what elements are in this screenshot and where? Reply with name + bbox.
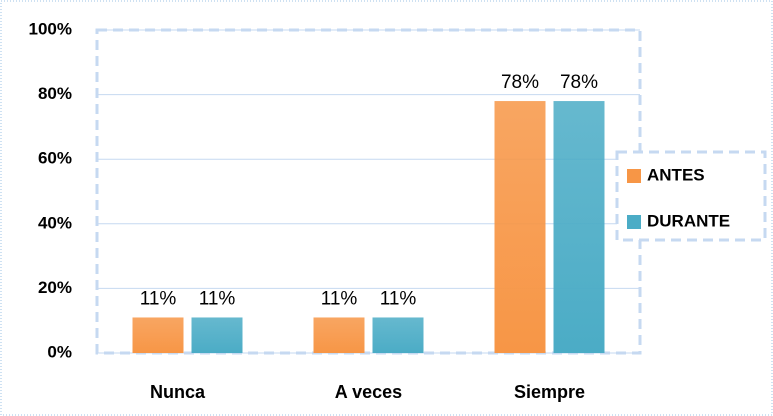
y-tick-label: 80% [38,84,72,103]
x-tick-label: A veces [335,382,402,402]
bar [372,317,424,353]
y-tick-label: 40% [38,213,72,232]
bar [313,317,365,353]
value-label: 11% [140,288,177,309]
legend-swatch [627,215,641,229]
x-tick-label: Siempre [514,382,585,402]
bar [191,317,243,353]
value-label: 11% [199,288,236,309]
value-label: 78% [501,72,539,93]
x-tick-label: Nunca [150,382,206,402]
value-label: 78% [560,72,598,93]
legend-label: DURANTE [647,211,730,230]
legend-swatch [627,169,641,183]
bar [494,101,546,353]
legend-box [615,150,767,242]
y-tick-label: 100% [29,19,72,38]
value-label: 11% [380,288,417,309]
bar [132,317,184,353]
y-tick-label: 60% [38,149,72,168]
value-label: 11% [321,288,358,309]
y-tick-label: 20% [38,278,72,297]
bar [553,101,605,353]
y-tick-label: 0% [47,342,72,361]
legend-label: ANTES [647,165,705,184]
